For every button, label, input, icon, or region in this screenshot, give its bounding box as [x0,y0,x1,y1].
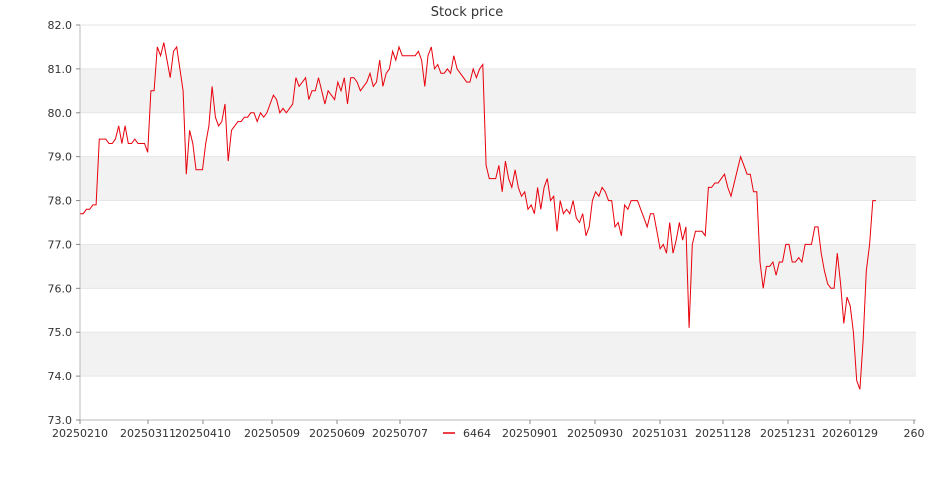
x-tick-label: 20260129 [822,427,878,440]
grid-band [80,156,916,201]
grid-band [80,244,916,289]
x-tick-label: 20250311 [120,427,176,440]
x-axis-ticks: 20250210 20250311 20250410 20250509 20250609… [52,420,925,440]
y-axis-ticks: 73.0 74.0 75.0 76.0 77.0 78.0 79.0 80.0 81.0 82.0 [48,19,80,427]
y-tick-label: 74.0 [48,370,73,383]
x-tick-label: 20251231 [760,427,816,440]
legend-label: 6464 [463,427,491,440]
x-tick-label: 20250609 [309,427,365,440]
y-tick-label: 75.0 [48,326,73,339]
x-tick-label: 20251031 [632,427,688,440]
x-tick-label: 20250410 [175,427,231,440]
x-tick-label: 20250707 [372,427,428,440]
x-tick-label: 20250930 [567,427,623,440]
y-tick-label: 80.0 [48,107,73,120]
x-tick-label: 20250901 [502,427,558,440]
y-tick-label: 78.0 [48,195,73,208]
y-tick-label: 73.0 [48,414,73,427]
x-tick-label: 20250210 [52,427,108,440]
x-tick-label: 20250509 [244,427,300,440]
legend: 6464 [443,427,491,440]
grid-bands [80,68,916,377]
x-tick-label: 20251128 [695,427,751,440]
y-tick-label: 77.0 [48,238,73,251]
chart-title: Stock price [431,5,503,20]
grid-lines [80,24,916,421]
grid-band [80,332,916,377]
y-tick-label: 81.0 [48,63,73,76]
y-tick-label: 79.0 [48,151,73,164]
y-tick-label: 76.0 [48,282,73,295]
series-line-6464 [80,42,876,390]
grid-band [80,68,916,113]
y-tick-label: 82.0 [48,19,73,32]
x-tick-label: 260 [904,427,925,440]
